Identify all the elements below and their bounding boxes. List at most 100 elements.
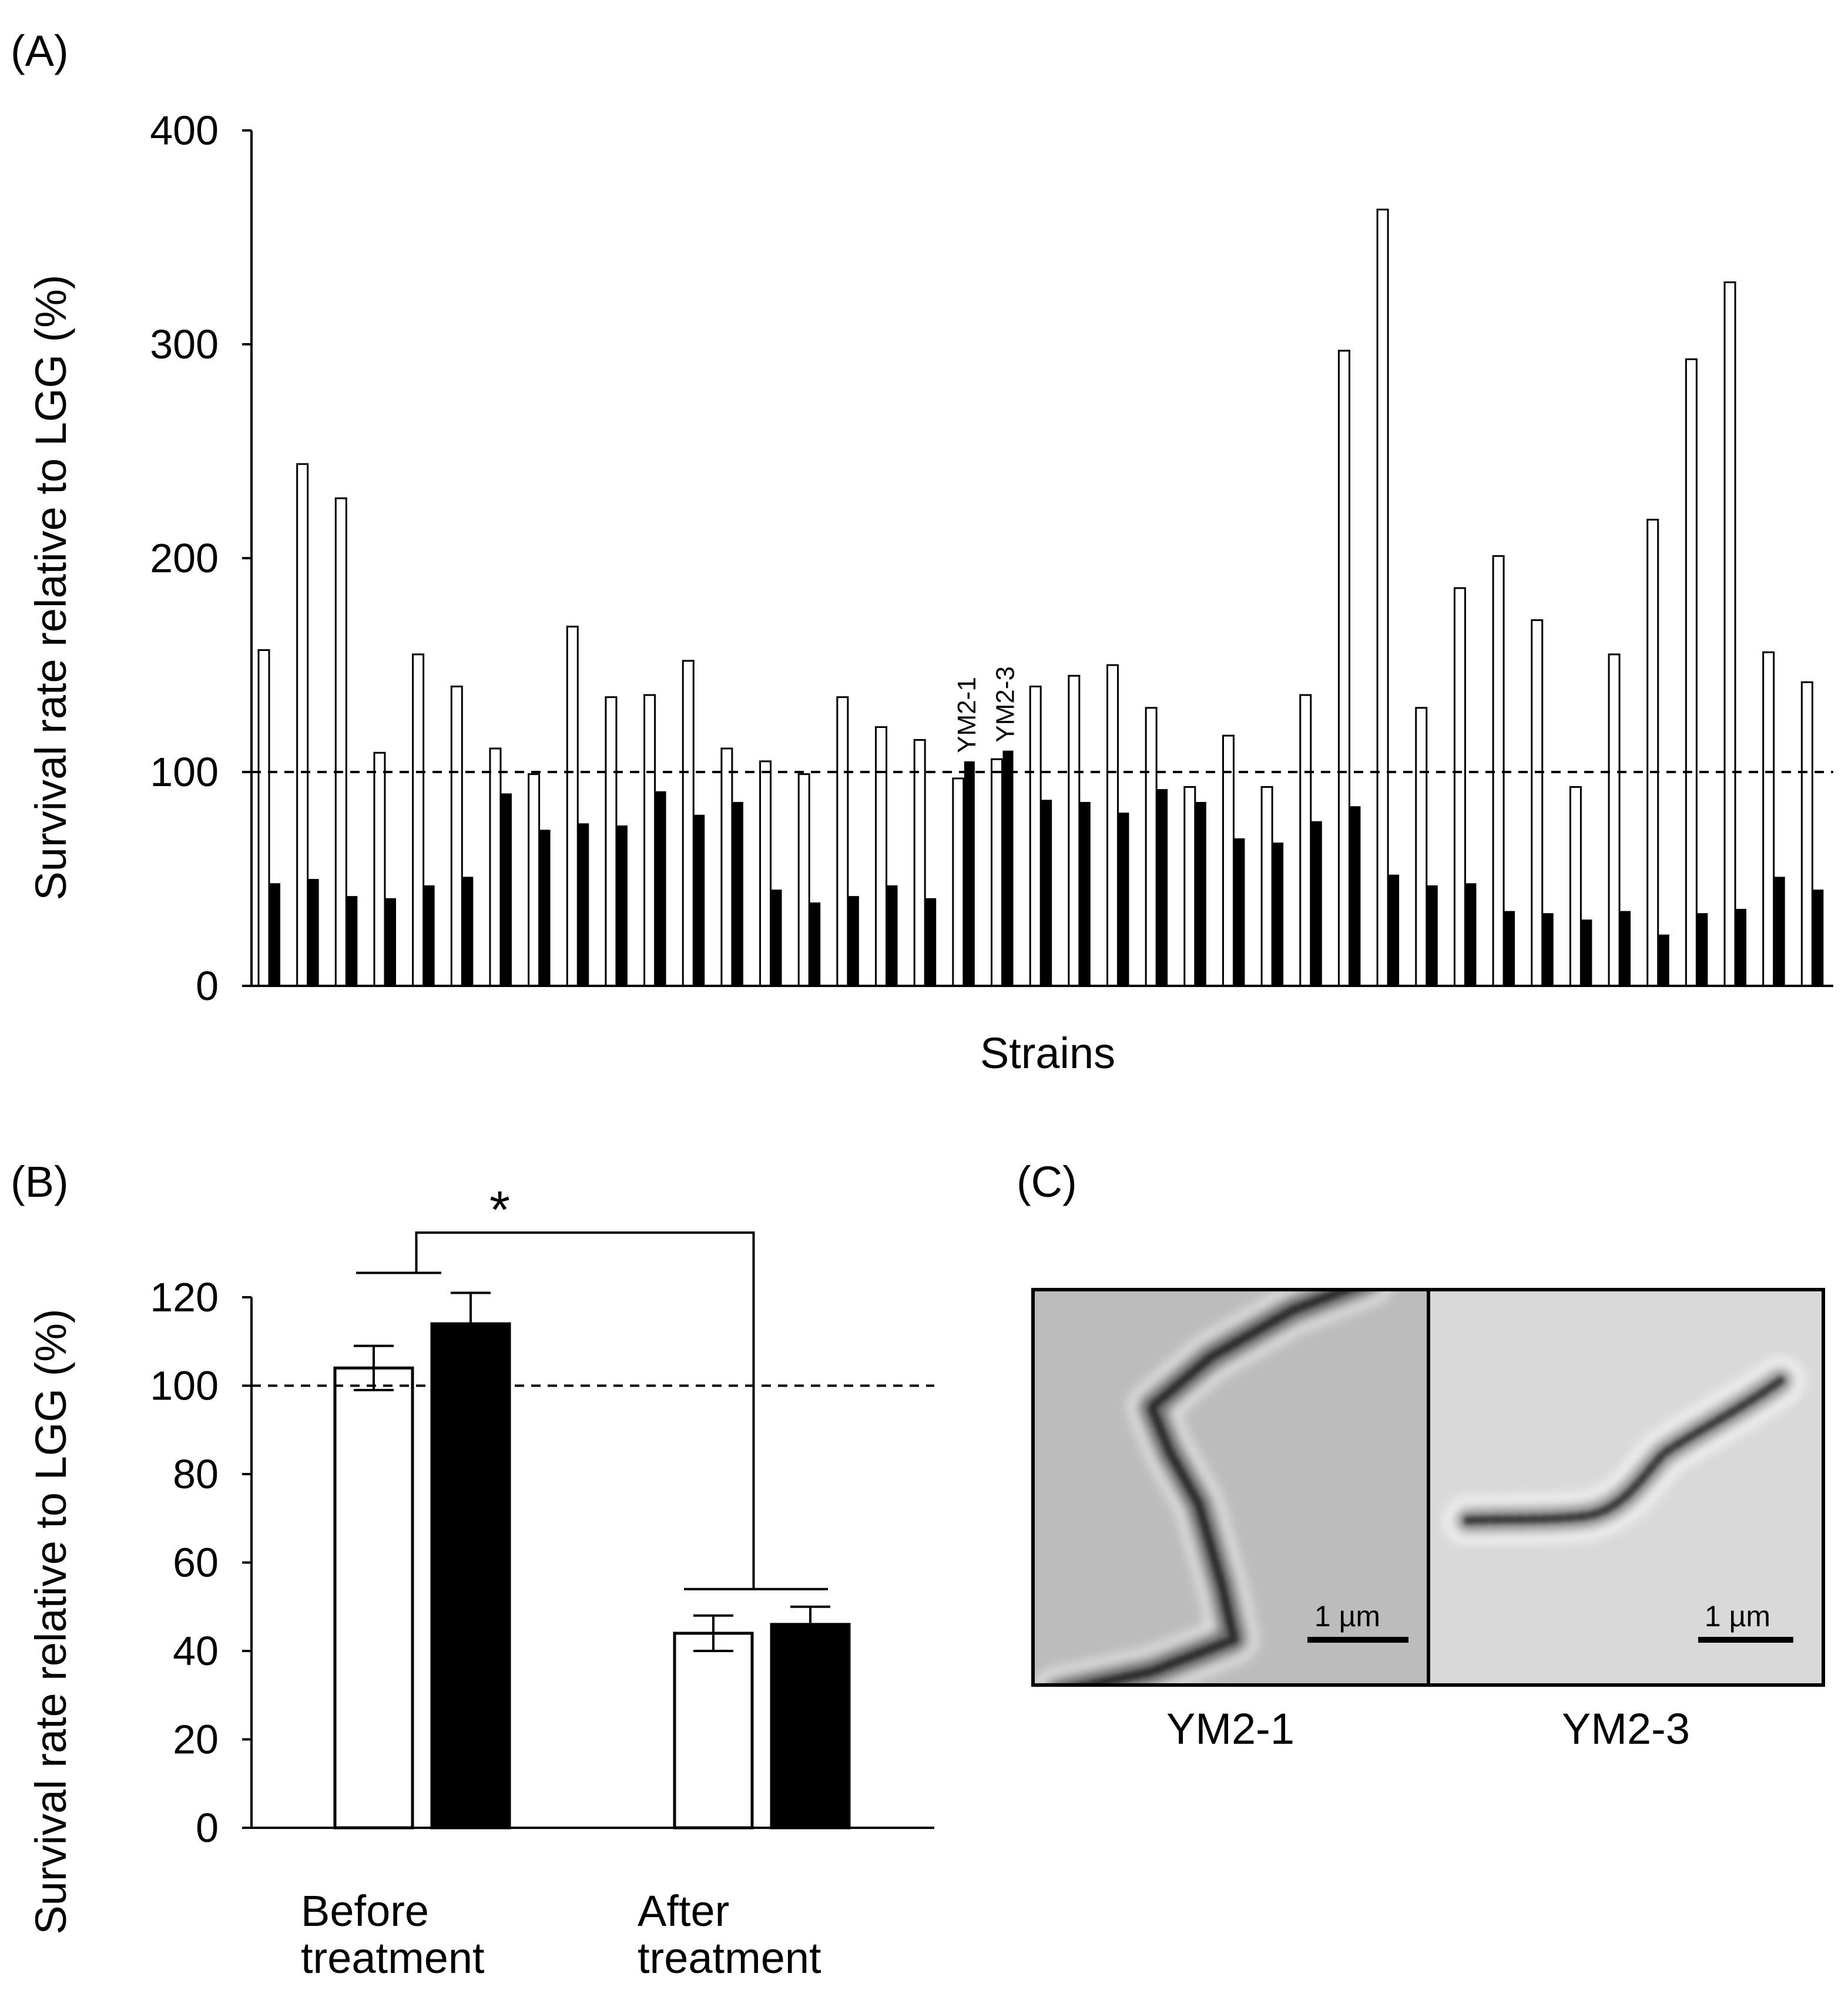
- bar-filled: [848, 896, 859, 986]
- category-label: Before: [301, 1887, 429, 1935]
- bar-open: [682, 660, 695, 987]
- caption-ym2-3: YM2-3: [1562, 1704, 1690, 1753]
- micrograph-ym2-3: 1 µm: [1428, 1290, 1823, 1685]
- bar-open: [1646, 518, 1659, 987]
- bar-filled: [347, 896, 358, 986]
- strain-annotation: YM2-1: [952, 677, 981, 753]
- panel-c-label: (C): [1017, 1157, 1077, 1206]
- y-tick-label: 0: [196, 1805, 219, 1851]
- y-tick-label: 60: [173, 1540, 219, 1586]
- bar-open: [1299, 694, 1312, 987]
- bar-open: [1608, 653, 1621, 987]
- bar-open: [1685, 358, 1698, 987]
- panel-b-label: (B): [11, 1157, 69, 1206]
- bar-open: [566, 625, 579, 987]
- panel-a-x-axis-label: Strains: [980, 1029, 1115, 1078]
- bar-open: [412, 653, 425, 987]
- bar-filled: [1736, 908, 1747, 986]
- scale-bar-1: [1307, 1637, 1408, 1643]
- bar-open: [528, 773, 541, 987]
- bar-filled: [1388, 874, 1400, 986]
- y-tick-label: 100: [150, 1363, 219, 1409]
- bar-filled: [1350, 806, 1361, 986]
- bar-open: [836, 696, 849, 987]
- bar-filled: [1427, 885, 1438, 986]
- bar-open: [1183, 786, 1196, 987]
- panel-a-chart: (A) Survival rate relative to LGG (%) St…: [11, 26, 1833, 1078]
- bar-filled: [616, 825, 628, 986]
- bar-open: [1415, 707, 1428, 987]
- bar-open: [296, 463, 309, 987]
- bar-open: [1453, 587, 1466, 987]
- micrograph-ym2-1: 1 µm: [1033, 1290, 1428, 1685]
- y-tick-label: 100: [150, 749, 219, 795]
- bar-filled: [1157, 789, 1168, 986]
- bar-filled: [270, 883, 280, 986]
- bar-filled: [1620, 911, 1631, 986]
- bar-filled: [1465, 883, 1477, 986]
- bar-filled: [1273, 843, 1284, 986]
- bar-open: [797, 773, 810, 987]
- panel-a-y-axis-label: Survival rate relative to LGG (%): [26, 274, 75, 900]
- bar-filled: [501, 793, 512, 986]
- y-tick-label: 120: [150, 1274, 219, 1320]
- bar-filled: [1658, 934, 1669, 986]
- bar-filled: [1581, 919, 1592, 986]
- y-tick-label: 80: [173, 1451, 219, 1497]
- bar-open: [373, 751, 386, 987]
- bar-filled: [1195, 801, 1206, 986]
- bar-filled: [732, 801, 743, 986]
- bar-open: [1723, 281, 1736, 987]
- bar-open: [333, 1366, 414, 1830]
- bar-open: [1260, 786, 1273, 987]
- bar-open: [1569, 786, 1582, 987]
- bar-filled: [578, 823, 589, 986]
- bar-open: [759, 760, 772, 987]
- significance-bracket: [356, 1231, 828, 1590]
- panel-b-chart: (B) Survival rate relative to LGG (%) 0 2…: [11, 1157, 934, 1982]
- bar-open: [991, 758, 1004, 987]
- bar-filled: [655, 791, 666, 986]
- bar-filled: [964, 761, 975, 986]
- bar-filled: [430, 1322, 511, 1830]
- bar-filled: [1002, 750, 1014, 986]
- scale-bar-2: [1698, 1637, 1793, 1643]
- bar-filled: [1311, 821, 1322, 986]
- bar-open: [1145, 707, 1158, 987]
- bar-filled: [1542, 913, 1554, 986]
- bar-open: [1222, 734, 1235, 987]
- scale-bar-label-1: 1 µm: [1314, 1600, 1380, 1633]
- panel-a-label: (A): [11, 26, 69, 75]
- y-tick-label: 300: [150, 321, 219, 367]
- bar-open: [257, 649, 270, 987]
- bar-open: [1531, 619, 1544, 987]
- bar-filled: [1774, 877, 1785, 986]
- significance-star: *: [489, 1181, 510, 1240]
- bar-open: [334, 497, 347, 987]
- bar-open: [1029, 685, 1042, 987]
- bar-open: [720, 747, 733, 987]
- bar-filled: [1813, 890, 1824, 986]
- bar-filled: [771, 890, 782, 986]
- bar-filled: [887, 885, 898, 986]
- bar-filled: [1118, 813, 1129, 986]
- bar-open: [673, 1632, 754, 1830]
- bar-filled: [1697, 913, 1708, 986]
- y-tick-label: 40: [173, 1628, 219, 1674]
- bar-open: [1337, 350, 1350, 987]
- bar-filled: [770, 1623, 851, 1830]
- category-label: After: [638, 1887, 729, 1935]
- scale-bar-label-2: 1 µm: [1705, 1600, 1770, 1633]
- category-label: treatment: [301, 1934, 485, 1982]
- bar-filled: [1504, 911, 1515, 986]
- bar-filled: [925, 898, 937, 986]
- bar-open: [875, 726, 888, 987]
- bar-open: [643, 694, 656, 987]
- bar-open: [1762, 651, 1775, 987]
- bar-open: [913, 739, 926, 987]
- bar-open: [489, 747, 502, 987]
- bar-filled: [462, 877, 474, 986]
- bar-open: [1800, 681, 1813, 987]
- bar-filled: [1041, 800, 1052, 986]
